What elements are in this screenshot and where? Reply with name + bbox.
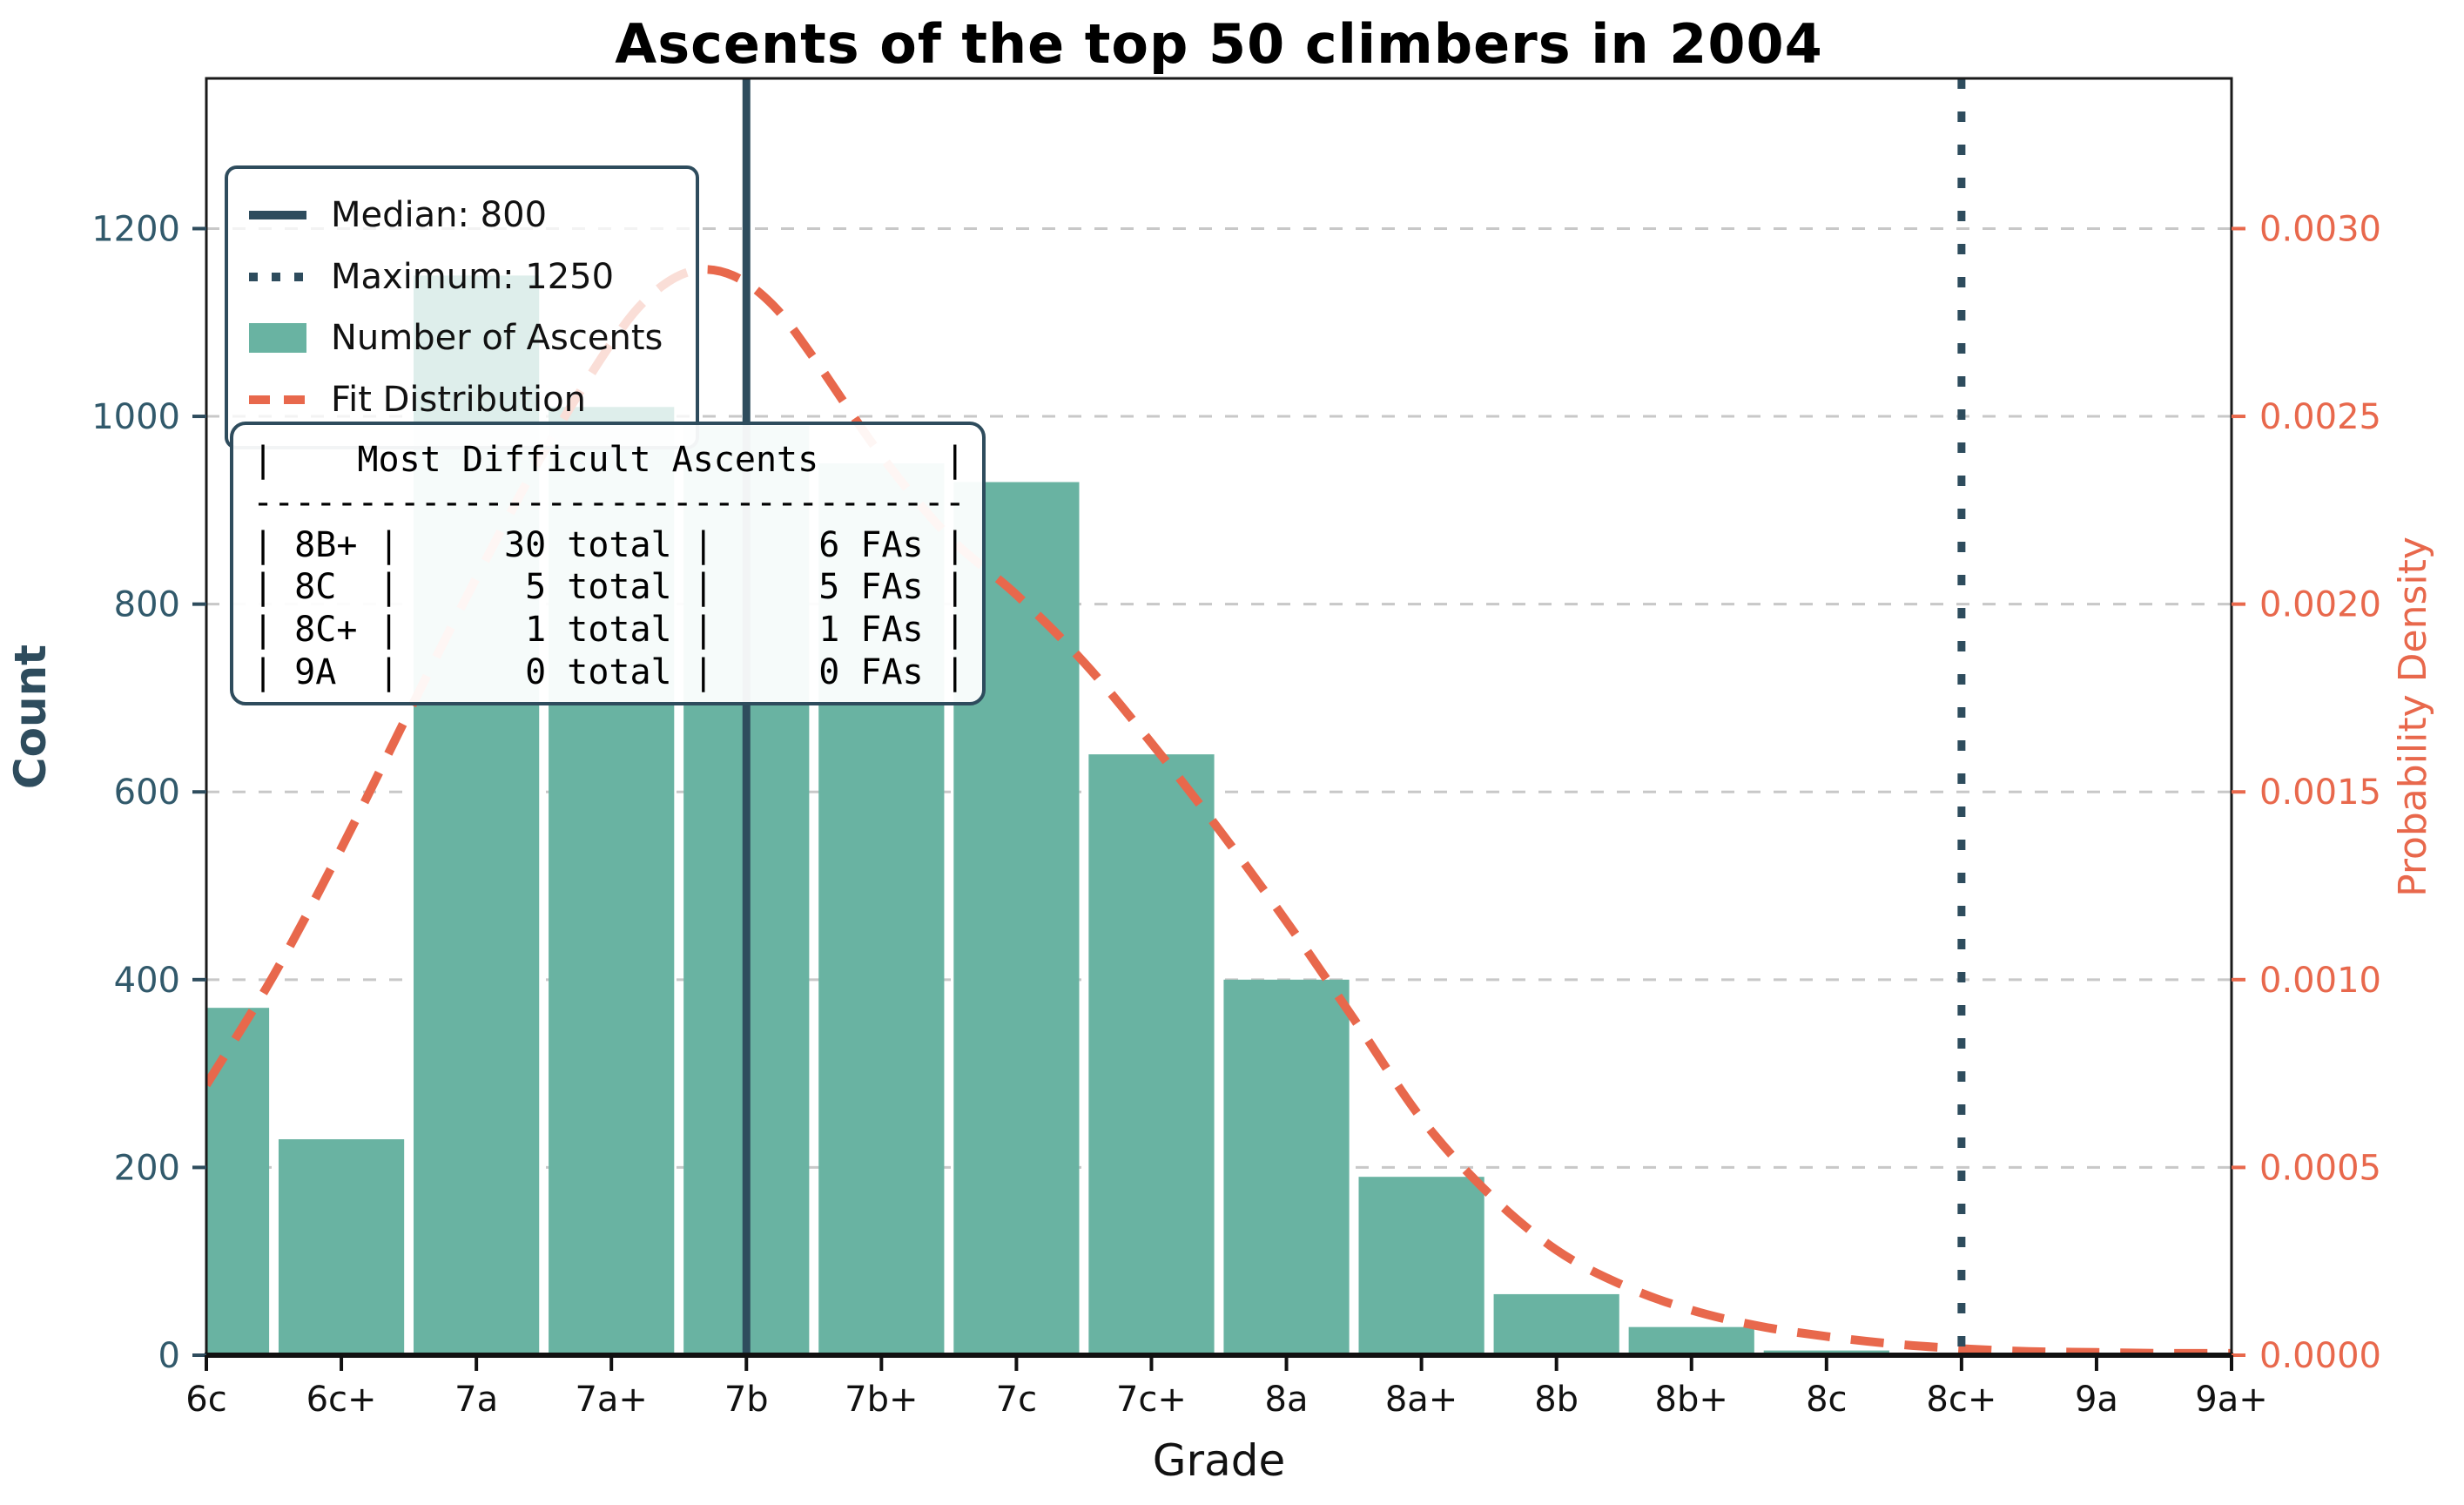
legend-item-fit: Fit Distribution bbox=[249, 380, 675, 420]
x-tick-label-8c: 8c bbox=[1806, 1380, 1847, 1420]
x-tick-label-9a: 9a bbox=[2075, 1380, 2118, 1420]
y-tick-label-right-0.0000: 0.0000 bbox=[2259, 1336, 2381, 1376]
x-tick-label-7c+: 7c+ bbox=[1116, 1380, 1187, 1420]
y-tick-label-right-0.0020: 0.0020 bbox=[2259, 585, 2381, 625]
bar-7c+ bbox=[1088, 754, 1215, 1355]
legend-box: Median: 800 Maximum: 1250 Number of Asce… bbox=[225, 165, 699, 449]
y-tick-label-right-0.0015: 0.0015 bbox=[2259, 773, 2381, 813]
x-tick-label-9a+: 9a+ bbox=[2195, 1380, 2267, 1420]
x-tick-label-8a+: 8a+ bbox=[1385, 1380, 1458, 1420]
legend-item-maximum: Maximum: 1250 bbox=[249, 257, 675, 297]
y-tick-label-left-400: 400 bbox=[114, 961, 180, 1001]
stats-table: | Most Difficult Ascents | -------------… bbox=[230, 422, 986, 705]
legend-label: Number of Ascents bbox=[331, 318, 663, 359]
bar-8b+ bbox=[1628, 1326, 1754, 1355]
bar-8b bbox=[1493, 1293, 1619, 1355]
y-tick-label-right-0.0030: 0.0030 bbox=[2259, 209, 2381, 249]
bar-8a bbox=[1223, 979, 1350, 1355]
y-tick-label-right-0.0010: 0.0010 bbox=[2259, 961, 2381, 1001]
x-tick-label-6c: 6c bbox=[185, 1380, 226, 1420]
chart-title: Ascents of the top 50 climbers in 2004 bbox=[615, 12, 1823, 76]
y-axis-label-right: Probability Density bbox=[2391, 537, 2435, 897]
x-tick-label-8b+: 8b+ bbox=[1655, 1380, 1728, 1420]
legend-item-median: Median: 800 bbox=[249, 195, 675, 235]
x-tick-label-7a: 7a bbox=[454, 1380, 498, 1420]
y-tick-label-left-0: 0 bbox=[158, 1336, 180, 1376]
legend-item-ascents: Number of Ascents bbox=[249, 318, 675, 358]
stats-table-row: | 8C | 5 total | 5 FAs | bbox=[252, 567, 966, 608]
legend-label: Median: 800 bbox=[331, 195, 548, 236]
x-tick-label-8c+: 8c+ bbox=[1926, 1380, 1996, 1420]
fit-distribution-swatch bbox=[249, 395, 306, 404]
x-tick-label-6c+: 6c+ bbox=[306, 1380, 377, 1420]
legend-label: Fit Distribution bbox=[331, 379, 586, 420]
stats-table-row: | 8B+ | 30 total | 6 FAs | bbox=[252, 524, 966, 565]
legend-label: Maximum: 1250 bbox=[331, 256, 615, 297]
stats-table-separator: ---------------------------------- bbox=[252, 482, 966, 523]
x-tick-label-8b: 8b bbox=[1534, 1380, 1579, 1420]
y-tick-label-left-1000: 1000 bbox=[91, 397, 180, 437]
median-line-swatch bbox=[249, 211, 306, 220]
x-tick-label-7c: 7c bbox=[996, 1380, 1037, 1420]
y-tick-label-right-0.0025: 0.0025 bbox=[2259, 397, 2381, 437]
stats-table-row: | 9A | 0 total | 0 FAs | bbox=[252, 651, 966, 692]
y-tick-label-left-600: 600 bbox=[114, 773, 180, 813]
y-tick-label-right-0.0005: 0.0005 bbox=[2259, 1148, 2381, 1188]
x-tick-label-7b: 7b bbox=[724, 1380, 769, 1420]
stats-table-row: | 8C+ | 1 total | 1 FAs | bbox=[252, 610, 966, 651]
maximum-line-swatch bbox=[249, 272, 306, 281]
y-tick-label-left-800: 800 bbox=[114, 585, 180, 625]
ascents-bar-swatch bbox=[249, 323, 306, 354]
y-tick-label-left-200: 200 bbox=[114, 1148, 180, 1188]
x-tick-label-7b+: 7b+ bbox=[845, 1380, 918, 1420]
y-axis-label-left: Count bbox=[5, 645, 56, 789]
bar-6c+ bbox=[278, 1139, 405, 1355]
bar-8a+ bbox=[1358, 1177, 1484, 1355]
y-tick-label-left-1200: 1200 bbox=[91, 209, 180, 249]
stats-table-header: | Most Difficult Ascents | bbox=[252, 440, 966, 480]
x-tick-label-7a+: 7a+ bbox=[575, 1380, 647, 1420]
x-tick-label-8a: 8a bbox=[1265, 1380, 1309, 1420]
x-axis-label: Grade bbox=[1153, 1435, 1285, 1486]
